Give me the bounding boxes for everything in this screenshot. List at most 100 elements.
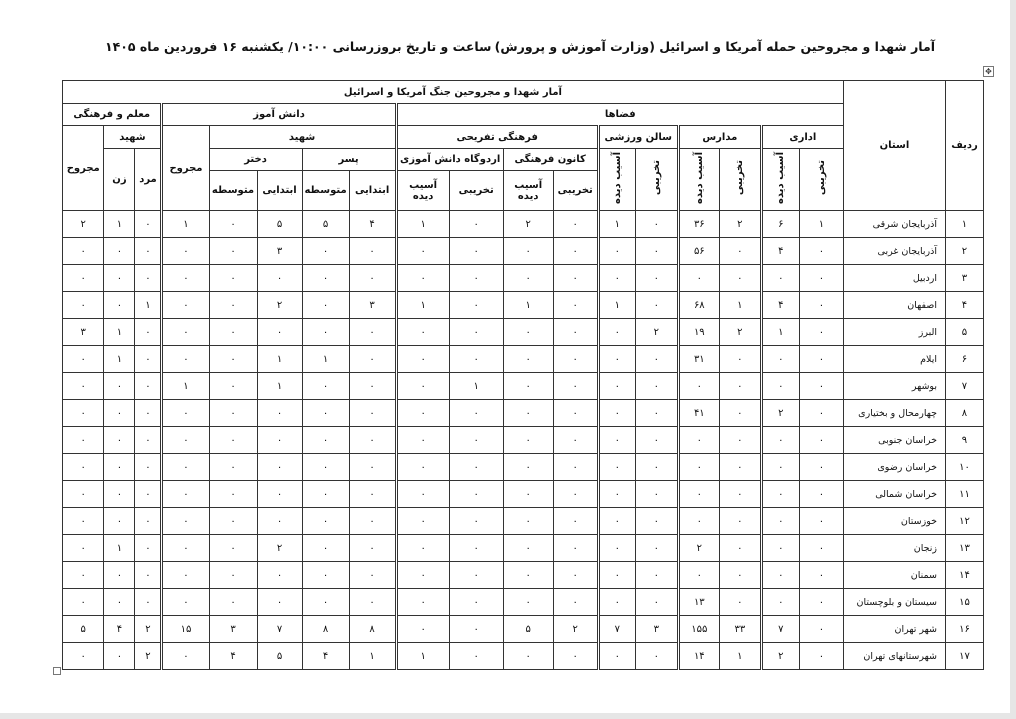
value-cell: ۰ xyxy=(103,426,136,454)
row-number: ۱۶ xyxy=(944,615,985,643)
value-cell: ۵ xyxy=(61,615,105,643)
header-boy-secondary: متوسطه xyxy=(301,170,350,211)
value-cell: ۰ xyxy=(718,480,762,508)
table-row: ۸ چهارمحال و بختیاری ۰ ۲ ۰ ۴۱ ۰ ۰ ۰ ۰ ۰ ۰ ۰ ۰ ۰ ۰ ۰ ۰ ۰ ۰ xyxy=(61,399,985,427)
value-cell: ۱ xyxy=(160,372,210,400)
value-cell: ۷ xyxy=(256,615,303,643)
value-cell: ۰ xyxy=(348,426,397,454)
value-cell: ۰ xyxy=(394,426,450,454)
value-cell: ۱ xyxy=(759,318,800,346)
value-cell: ۰ xyxy=(718,588,762,616)
table-resize-handle[interactable] xyxy=(53,667,61,675)
value-cell: ۱۴ xyxy=(676,642,720,670)
value-cell: ۰ xyxy=(676,561,720,589)
header-student-injured: مجروح xyxy=(160,125,210,211)
table-move-handle-icon[interactable]: ✥ xyxy=(983,66,994,77)
value-cell: ۰ xyxy=(394,534,450,562)
header-male: مرد xyxy=(134,148,163,211)
value-cell: ۰ xyxy=(208,588,258,616)
value-cell: ۰ xyxy=(502,453,554,481)
value-cell: ۰ xyxy=(502,264,554,292)
value-cell: ۰ xyxy=(596,345,636,373)
header-camp-destroyed: تخریبی xyxy=(448,170,504,211)
value-cell: ۰ xyxy=(759,507,800,535)
value-cell: ۰ xyxy=(301,291,350,319)
value-cell: ۳۳ xyxy=(718,615,762,643)
value-cell: ۰ xyxy=(448,642,504,670)
value-cell: ۰ xyxy=(160,237,210,265)
value-cell: ۱ xyxy=(502,291,554,319)
value-cell: ۴۱ xyxy=(676,399,720,427)
value-cell: ۰ xyxy=(61,588,105,616)
value-cell: ۱ xyxy=(103,345,136,373)
value-cell: ۰ xyxy=(301,453,350,481)
value-cell: ۰ xyxy=(448,480,504,508)
value-cell: ۰ xyxy=(502,426,554,454)
value-cell: ۰ xyxy=(798,318,844,346)
value-cell: ۰ xyxy=(348,264,397,292)
value-cell: ۳ xyxy=(634,615,679,643)
value-cell: ۰ xyxy=(160,561,210,589)
value-cell: ۰ xyxy=(634,507,679,535)
value-cell: ۰ xyxy=(718,264,762,292)
value-cell: ۱ xyxy=(718,642,762,670)
table-row: ۷ بوشهر ۰ ۰ ۰ ۰ ۰ ۰ ۰ ۰ ۱ ۰ ۰ ۰ ۱ ۰ ۱ ۰ ۰ ۰ xyxy=(61,372,985,400)
row-number: ۱۷ xyxy=(944,642,985,670)
table-row: ۹ خراسان جنوبی ۰ ۰ ۰ ۰ ۰ ۰ ۰ ۰ ۰ ۰ ۰ ۰ ۰ ۰ ۰ ۰ ۰ ۰ xyxy=(61,426,985,454)
value-cell: ۰ xyxy=(759,561,800,589)
value-cell: ۰ xyxy=(448,237,504,265)
table-title: آمار شهدا و مجروحین جنگ آمریکا و اسرائیل xyxy=(62,80,844,104)
value-cell: ۰ xyxy=(448,399,504,427)
value-cell: ۰ xyxy=(160,264,210,292)
header-camp: اردوگاه دانش آموزی xyxy=(394,148,504,171)
value-cell: ۰ xyxy=(676,507,720,535)
value-cell: ۰ xyxy=(634,534,679,562)
value-cell: ۰ xyxy=(759,426,800,454)
value-cell: ۰ xyxy=(134,588,163,616)
province-name: آذربایجان غربی xyxy=(842,237,946,265)
value-cell: ۲ xyxy=(634,318,679,346)
row-number: ۱۴ xyxy=(944,561,985,589)
value-cell: ۰ xyxy=(208,372,258,400)
value-cell: ۰ xyxy=(798,264,844,292)
table-row: ۱ آذربایجان شرقی ۱ ۶ ۲ ۳۶ ۰ ۱ ۰ ۲ ۰ ۱ ۴ ۵ ۵ ۰ ۱ ۰ ۱ ۲ xyxy=(61,210,985,238)
value-cell: ۰ xyxy=(208,453,258,481)
value-cell: ۰ xyxy=(394,615,450,643)
table-row: ۴ اصفهان ۰ ۴ ۱ ۶۸ ۰ ۱ ۰ ۱ ۰ ۱ ۳ ۰ ۲ ۰ ۰ ۱ ۰ ۰ xyxy=(61,291,985,319)
value-cell: ۱۳ xyxy=(676,588,720,616)
value-cell: ۲ xyxy=(134,642,163,670)
row-number: ۶ xyxy=(944,345,985,373)
row-number: ۴ xyxy=(944,291,985,319)
province-name: اردبیل xyxy=(842,264,946,292)
value-cell: ۵ xyxy=(256,642,303,670)
header-gym-destroyed: تخریبی xyxy=(634,148,679,211)
value-cell: ۵ xyxy=(301,210,350,238)
value-cell: ۰ xyxy=(103,237,136,265)
row-number: ۹ xyxy=(944,426,985,454)
value-cell: ۰ xyxy=(208,399,258,427)
row-number: ۲ xyxy=(944,237,985,265)
value-cell: ۰ xyxy=(301,507,350,535)
province-name: چهارمحال و بختیاری xyxy=(842,399,946,427)
value-cell: ۲ xyxy=(134,615,163,643)
value-cell: ۰ xyxy=(103,588,136,616)
row-number: ۱۰ xyxy=(944,453,985,481)
value-cell: ۷ xyxy=(759,615,800,643)
value-cell: ۰ xyxy=(718,237,762,265)
value-cell: ۳۱ xyxy=(676,345,720,373)
value-cell: ۰ xyxy=(160,345,210,373)
value-cell: ۰ xyxy=(552,561,599,589)
value-cell: ۰ xyxy=(348,534,397,562)
header-kanoon-destroyed: تخریبی xyxy=(552,170,599,211)
row-number: ۸ xyxy=(944,399,985,427)
value-cell: ۰ xyxy=(256,480,303,508)
value-cell: ۷ xyxy=(596,615,636,643)
header-schools-damaged: آسیب دیده xyxy=(676,148,720,211)
header-cultural: فرهنگی تفریحی xyxy=(394,125,599,149)
value-cell: ۵۶ xyxy=(676,237,720,265)
row-number: ۱۱ xyxy=(944,480,985,508)
header-admin: اداری xyxy=(759,125,844,149)
value-cell: ۰ xyxy=(502,642,554,670)
province-name: خراسان شمالی xyxy=(842,480,946,508)
value-cell: ۰ xyxy=(759,588,800,616)
